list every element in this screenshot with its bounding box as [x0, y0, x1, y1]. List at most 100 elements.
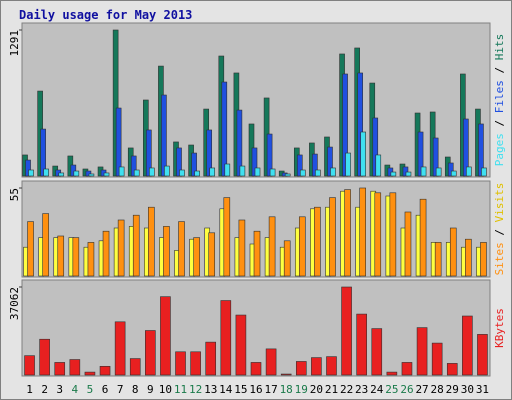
- bar: [265, 348, 277, 376]
- bar: [205, 341, 217, 376]
- bar: [145, 330, 156, 376]
- x-tick-label: 2: [41, 383, 48, 396]
- bar: [462, 315, 473, 376]
- bar: [27, 221, 34, 277]
- bar: [238, 219, 246, 277]
- bar: [72, 237, 80, 277]
- bar: [402, 166, 409, 177]
- bar: [390, 171, 397, 177]
- bar: [236, 109, 243, 177]
- bar: [194, 170, 200, 177]
- bar: [296, 154, 303, 177]
- bar: [24, 355, 35, 376]
- x-tick-label: 8: [132, 383, 139, 396]
- bar: [389, 192, 397, 277]
- chart-title: Daily usage for May 2013: [19, 8, 192, 22]
- bar: [466, 166, 472, 177]
- x-tick-label: 1: [26, 383, 33, 396]
- x-tick-label: 26: [400, 383, 413, 396]
- bar: [478, 123, 484, 177]
- bar: [446, 363, 458, 376]
- bar: [284, 173, 291, 177]
- bar: [344, 189, 351, 277]
- bar: [69, 359, 81, 376]
- bar: [114, 321, 126, 376]
- bar: [315, 169, 321, 177]
- x-tick-label: 22: [340, 383, 353, 396]
- bar: [176, 147, 182, 177]
- bar: [386, 371, 398, 376]
- legend-separator: /: [493, 60, 506, 80]
- bar: [269, 168, 276, 177]
- bar: [88, 173, 95, 177]
- bar: [70, 164, 77, 177]
- bar: [221, 81, 228, 177]
- bar: [465, 238, 472, 277]
- bar: [161, 94, 167, 177]
- bar: [191, 152, 197, 177]
- legend: Sites / Visits: [493, 183, 506, 276]
- bar: [164, 165, 170, 177]
- bar: [342, 73, 348, 177]
- bar: [450, 170, 457, 177]
- legend-entry: Hits: [493, 34, 506, 61]
- bar: [481, 167, 487, 177]
- y-tick-label: 37062: [8, 287, 21, 320]
- bar: [73, 170, 80, 177]
- bar: [435, 167, 442, 177]
- plot-area: [21, 279, 491, 377]
- bar: [266, 133, 273, 177]
- bar: [327, 146, 333, 177]
- x-tick-label: 31: [476, 383, 489, 396]
- x-tick-label: 3: [56, 383, 63, 396]
- bar: [224, 163, 231, 177]
- x-tick-label: 29: [446, 383, 459, 396]
- legend-separator: /: [493, 113, 506, 133]
- bar: [132, 214, 140, 277]
- bar: [405, 171, 412, 177]
- bar: [431, 342, 443, 376]
- bar: [253, 230, 261, 277]
- bar: [179, 169, 185, 177]
- x-tick-label: 4: [72, 383, 79, 396]
- bar: [206, 129, 213, 177]
- bar: [416, 327, 428, 376]
- bar: [130, 155, 137, 177]
- bar: [220, 300, 232, 376]
- bar: [463, 118, 469, 177]
- bar: [58, 172, 65, 177]
- bar: [374, 192, 382, 277]
- bar: [359, 187, 366, 277]
- bar: [235, 314, 247, 376]
- bar: [372, 117, 379, 177]
- x-tick-label: 23: [355, 383, 368, 396]
- bar: [149, 167, 155, 177]
- bar: [371, 328, 383, 376]
- bar: [295, 361, 307, 376]
- legend: KBytes: [493, 308, 506, 348]
- bar: [118, 166, 125, 177]
- x-tick-label: 14: [219, 383, 233, 396]
- bar: [434, 242, 442, 277]
- bar: [146, 129, 152, 177]
- x-tick-label: 16: [249, 383, 262, 396]
- bar: [283, 240, 291, 277]
- x-tick-label: 19: [295, 383, 308, 396]
- bar: [329, 197, 336, 277]
- legend-entry: Visits: [493, 183, 506, 223]
- bar: [401, 362, 413, 376]
- bar: [85, 170, 92, 177]
- bar: [57, 235, 65, 277]
- x-tick-label: 25: [385, 383, 398, 396]
- legend-entry: Pages: [493, 133, 506, 166]
- bar: [326, 356, 337, 376]
- bar: [311, 357, 322, 376]
- bar: [375, 154, 382, 177]
- bar: [298, 216, 306, 277]
- x-tick-label: 12: [189, 383, 202, 396]
- bar: [404, 211, 412, 277]
- bar: [447, 162, 454, 177]
- bar: [39, 338, 50, 376]
- legend-separator: /: [493, 222, 506, 242]
